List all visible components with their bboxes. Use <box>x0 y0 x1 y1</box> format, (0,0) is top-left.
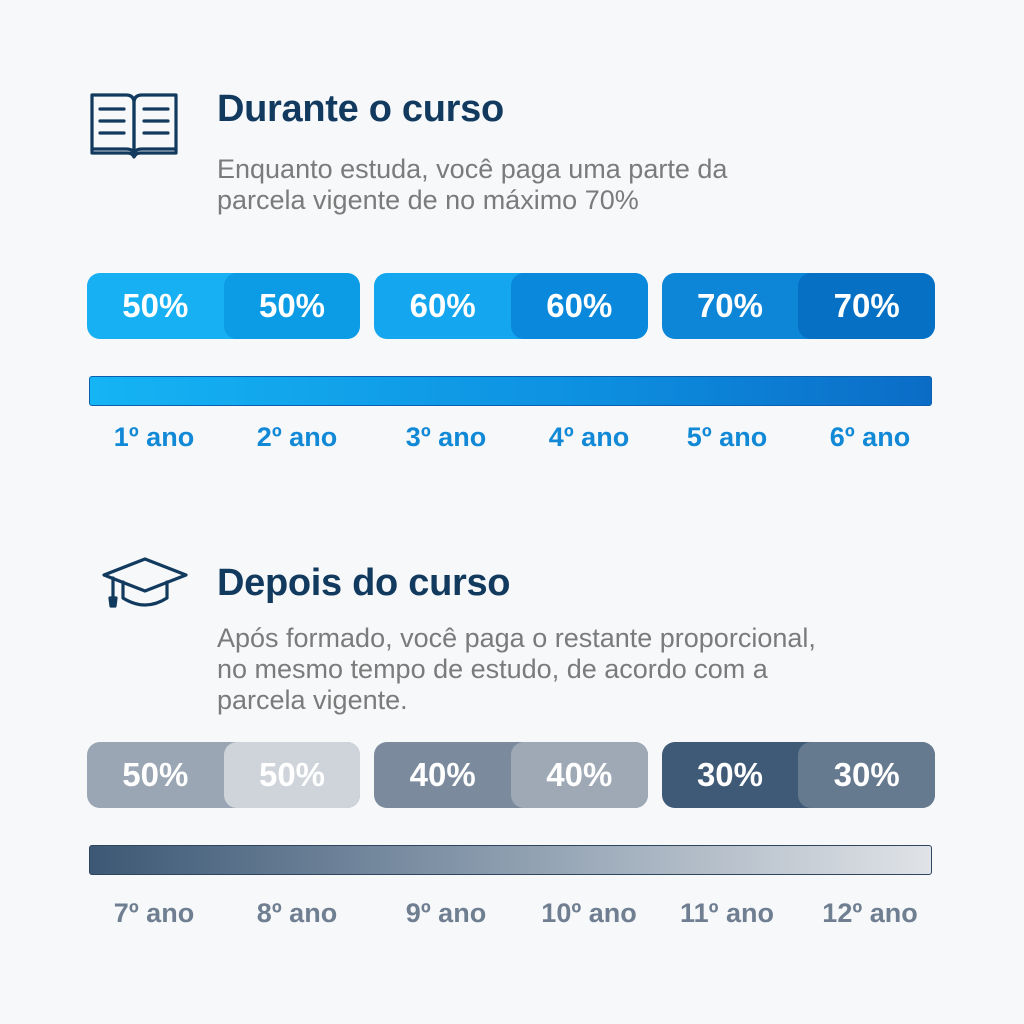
percent-year-2: 50% <box>223 273 361 339</box>
during-description: Enquanto estuda, você paga uma parte da … <box>217 154 937 216</box>
after-year-labels: 7º ano 8º ano 9º ano 10º ano 11º ano 12º… <box>84 898 940 938</box>
during-timeline-bar <box>89 376 932 406</box>
after-description-line: Após formado, você paga o restante propo… <box>217 623 816 653</box>
percent-year-3: 60% <box>409 287 476 324</box>
percent-year-8: 50% <box>223 742 361 808</box>
after-percent-pills: 50% 50% 40% 40% 30% 30% <box>87 742 935 808</box>
percent-pill-years-1-2: 50% 50% <box>87 273 361 339</box>
after-description: Após formado, você paga o restante propo… <box>217 623 937 716</box>
during-description-line: Enquanto estuda, você paga uma parte da <box>217 154 728 184</box>
year-label: 9º ano <box>405 898 487 928</box>
during-year-labels: 1º ano 2º ano 3º ano 4º ano 5º ano 6º an… <box>84 422 940 462</box>
year-label: 7º ano <box>113 898 195 928</box>
percent-year-4: 60% <box>511 273 648 339</box>
percent-year-1: 50% <box>122 287 189 324</box>
percent-pill-years-9-10: 40% 40% <box>374 742 648 808</box>
percent-pill-years-3-4: 60% 60% <box>374 273 648 339</box>
percent-pill-years-11-12: 30% 30% <box>661 742 935 808</box>
percent-year-9: 40% <box>409 756 476 793</box>
open-book-icon <box>90 93 178 159</box>
percent-pill-years-5-6: 70% 70% <box>661 273 935 339</box>
year-label: 4º ano <box>548 422 630 452</box>
year-label: 5º ano <box>686 422 768 452</box>
during-title: Durante o curso <box>217 88 504 130</box>
during-percent-pills: 50% 50% 60% 60% 70% 70% <box>87 273 935 339</box>
year-label: 8º ano <box>256 898 338 928</box>
percent-year-12: 30% <box>798 742 935 808</box>
year-label: 10º ano <box>541 898 637 928</box>
during-description-line: parcela vigente de no máximo 70% <box>217 185 639 215</box>
percent-year-11: 30% <box>696 756 764 793</box>
after-title: Depois do curso <box>217 562 511 604</box>
year-label: 11º ano <box>680 898 774 928</box>
percent-year-5: 70% <box>696 287 764 324</box>
year-label: 3º ano <box>405 422 487 452</box>
after-description-line: no mesmo tempo de estudo, de acordo com … <box>217 654 768 684</box>
percent-year-7: 50% <box>122 756 189 793</box>
percent-year-6: 70% <box>798 273 935 339</box>
after-description-line: parcela vigente. <box>217 685 408 715</box>
year-label: 2º ano <box>256 422 338 452</box>
year-label: 1º ano <box>113 422 195 452</box>
year-label: 12º ano <box>822 898 918 928</box>
percent-year-10: 40% <box>511 742 648 808</box>
after-timeline-bar <box>89 845 932 875</box>
percent-pill-years-7-8: 50% 50% <box>87 742 361 808</box>
year-label: 6º ano <box>829 422 911 452</box>
graduation-cap-icon <box>102 557 188 608</box>
